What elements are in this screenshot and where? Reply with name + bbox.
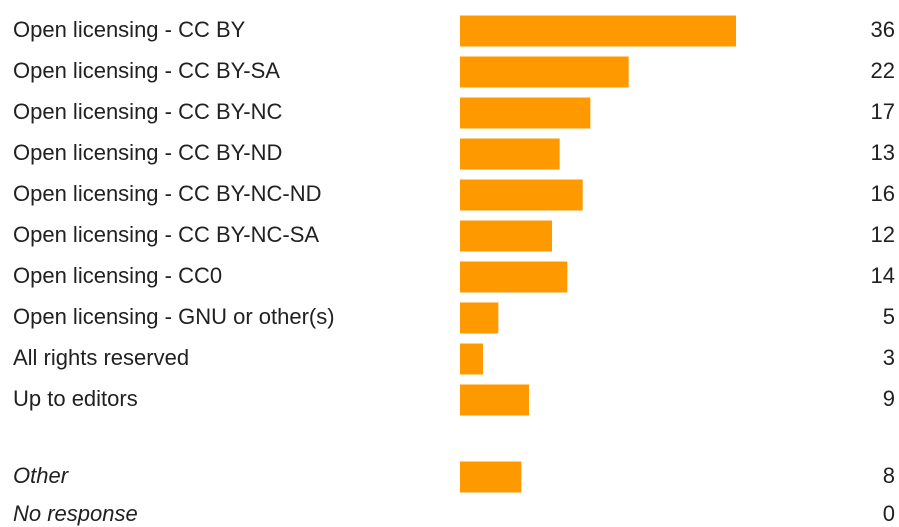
- bar: [460, 15, 737, 47]
- category-label: All rights reserved: [13, 345, 189, 370]
- value-label: 8: [883, 463, 895, 488]
- category-label: Open licensing - GNU or other(s): [13, 304, 335, 329]
- bar: [460, 97, 591, 129]
- value-label: 5: [883, 304, 895, 329]
- value-label: 17: [871, 99, 895, 124]
- category-label: Open licensing - CC BY: [13, 17, 246, 42]
- bar: [460, 343, 484, 375]
- bar: [460, 138, 560, 170]
- category-label: Up to editors: [13, 386, 138, 411]
- answers: Open licensing - CC BY 36 Open licensing -…: [13, 15, 895, 416]
- value-label: 13: [871, 140, 895, 165]
- category-label: Open licensing - CC0: [13, 263, 222, 288]
- value-label: 14: [871, 263, 895, 288]
- value-label: 12: [871, 222, 895, 247]
- value-label: 36: [871, 17, 895, 42]
- bar: [460, 56, 629, 88]
- value-label: 0: [883, 501, 895, 526]
- category-label: Open licensing - CC BY-NC-ND: [13, 181, 322, 206]
- bar: [460, 384, 530, 416]
- bar: [460, 179, 583, 211]
- value-label: 9: [883, 386, 895, 411]
- bar: [460, 220, 553, 252]
- bar: [460, 261, 568, 293]
- value-label: 3: [883, 345, 895, 370]
- category-label: Open licensing - CC BY-ND: [13, 140, 282, 165]
- category-label: Other: [13, 463, 70, 488]
- category-label: Open licensing - CC BY-NC-SA: [13, 222, 319, 247]
- value-label: 16: [871, 181, 895, 206]
- extra-answers: Other 8 No response 0: [13, 461, 895, 526]
- category-label: Open licensing - CC BY-NC: [13, 99, 283, 124]
- category-label: No response: [13, 501, 138, 526]
- bar: [460, 302, 499, 334]
- bar: [460, 461, 522, 493]
- category-label: Open licensing - CC BY-SA: [13, 58, 280, 83]
- value-label: 22: [871, 58, 895, 83]
